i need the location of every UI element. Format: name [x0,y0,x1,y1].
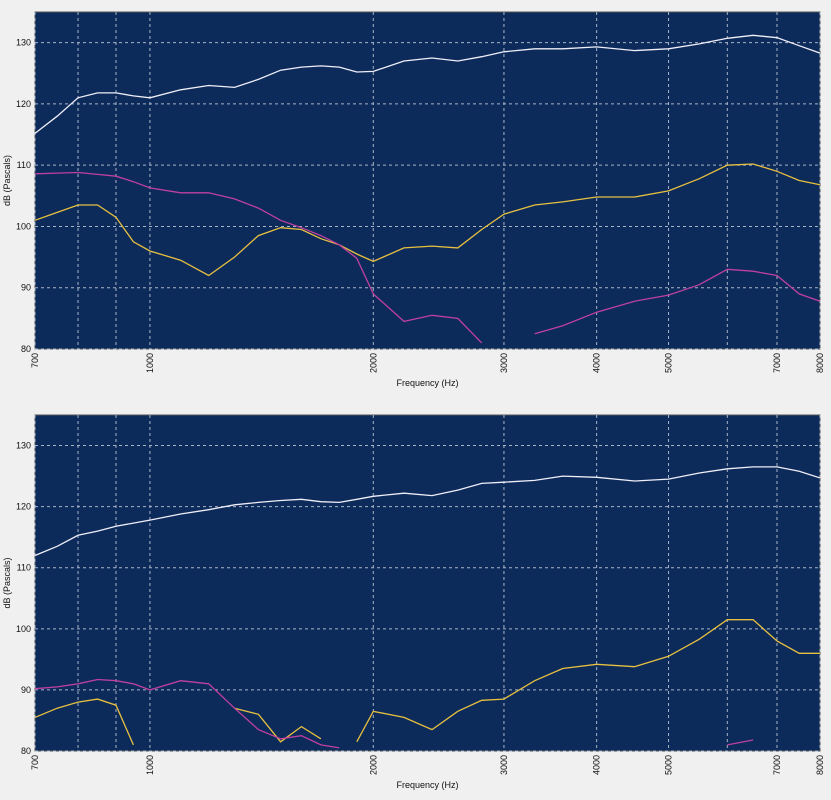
series-line [35,678,754,749]
y-tick-label: 80 [21,746,31,756]
series-line [35,34,820,134]
y-axis-label: dB (Pascals) [2,557,12,608]
x-tick-label: 5000 [664,755,674,775]
x-tick-label: 8000 [815,755,825,775]
y-tick-label: 90 [21,283,31,293]
y-tick-label: 120 [16,502,31,512]
y-tick-label: 100 [16,624,31,634]
x-tick-label: 7000 [772,353,782,373]
chart: 80 90 100 110 120 130 700 1000 2000 3000 4000 5000 7… [2,414,825,790]
y-tick-label: 80 [21,344,31,354]
x-tick-label: 1000 [145,755,155,775]
x-tick-label: 700 [30,755,40,770]
x-tick-label: 5000 [664,353,674,373]
chart: 80 90 100 110 120 130 700 1000 2000 3000 4000 5000 7… [2,11,825,388]
x-axis-label: Frequency (Hz) [396,378,458,388]
y-tick-label: 130 [16,38,31,48]
y-tick-label: 110 [17,160,31,170]
y-tick-label: 120 [16,99,31,109]
series-line [35,466,820,557]
x-tick-label: 2000 [368,353,378,373]
plot-area [34,11,821,350]
x-tick-label: 700 [30,353,40,368]
x-tick-label: 1000 [145,353,155,373]
y-axis-label: dB (Pascals) [2,155,12,206]
lines [35,466,820,749]
y-tick-label: 90 [21,685,31,695]
series-line [35,619,820,746]
x-tick-label: 4000 [592,353,602,373]
lines [35,34,820,344]
plot-area [34,414,821,752]
x-tick-label: 3000 [499,755,509,775]
y-tick-label: 100 [16,221,31,231]
y-tick-label: 110 [17,563,31,573]
y-tick-label: 130 [16,441,31,451]
series-line [35,163,820,277]
series-line [35,171,820,344]
x-axis-label: Frequency (Hz) [396,780,458,790]
x-tick-label: 4000 [592,755,602,775]
x-tick-label: 8000 [815,353,825,373]
x-tick-label: 7000 [772,755,782,775]
x-tick-label: 3000 [499,353,509,373]
x-tick-label: 2000 [368,755,378,775]
